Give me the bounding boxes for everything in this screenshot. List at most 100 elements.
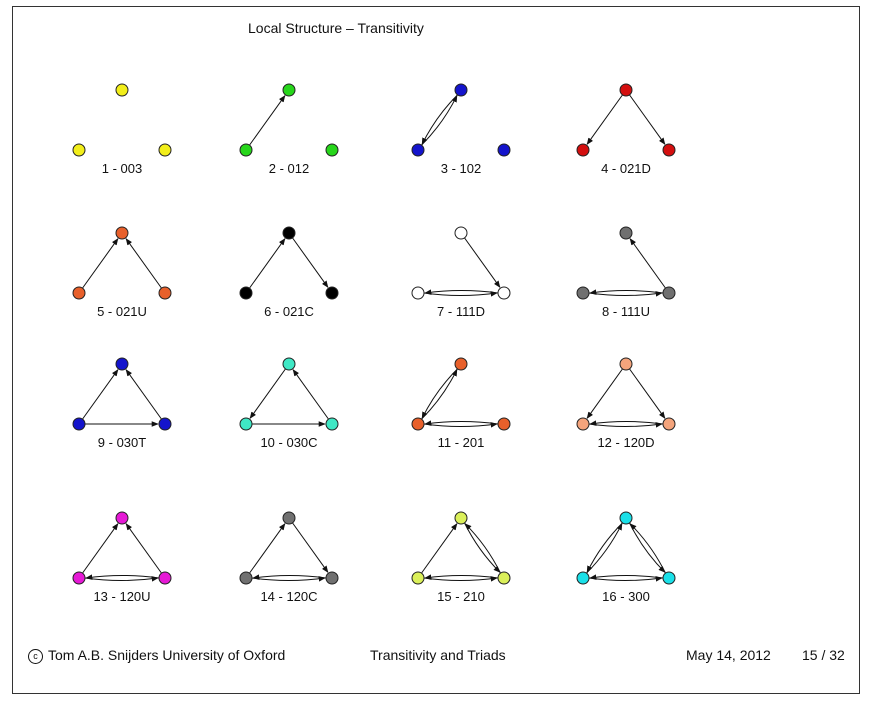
node-left [411,417,425,431]
edge-L-to-R [423,422,498,428]
edge-L-to-R [251,576,326,582]
node-right [662,143,676,157]
node-top [454,226,468,240]
triad-label: 16 - 300 [602,589,650,604]
node-left [576,571,590,585]
triad-7: 7 - 111D [411,226,511,319]
edge-L-to-R [588,422,663,428]
triad-label: 15 - 210 [437,589,485,604]
node-top [454,511,468,525]
node-top [115,357,129,371]
edge-L-to-R [423,291,498,297]
triad-11: 11 - 201 [411,357,511,450]
node-top [282,357,296,371]
node-top [619,226,633,240]
edge-R-to-T [292,369,329,420]
edge-L-to-R [588,291,663,297]
node-top [619,511,633,525]
node-top [282,83,296,97]
edge-T-to-R [629,368,666,419]
node-right [662,571,676,585]
footer-author-text: Tom A.B. Snijders University of Oxford [48,647,286,663]
node-left [411,286,425,300]
node-top [619,83,633,97]
node-right [325,143,339,157]
node-left [72,417,86,431]
edge-R-to-T [629,523,666,574]
node-left [239,571,253,585]
node-left [411,571,425,585]
edge-L-to-T [249,523,286,574]
triad-1: 1 - 003 [72,83,172,176]
node-left [239,143,253,157]
edge-L-to-R [84,576,159,582]
edge-L-to-R [588,576,663,582]
edge-T-to-R [629,522,666,573]
edge-L-to-T [586,523,623,574]
node-left [576,417,590,431]
triad-label: 13 - 120U [93,589,150,604]
node-top [454,357,468,371]
node-top [454,83,468,97]
triad-5: 5 - 021U [72,226,172,319]
edge-R-to-T [125,523,162,574]
node-right [497,417,511,431]
edge-T-to-R [629,94,666,145]
edge-L-to-T [82,369,119,420]
triad-16: 16 - 300 [576,511,676,604]
triad-label: 14 - 120C [260,589,317,604]
edge-T-to-L [586,522,623,573]
triad-14: 14 - 120C [239,511,339,604]
node-left [239,417,253,431]
triad-4: 4 - 021D [576,83,676,176]
node-right [662,417,676,431]
node-top [115,226,129,240]
node-right [662,286,676,300]
triad-8: 8 - 111U [576,226,676,319]
node-top [619,357,633,371]
node-top [115,83,129,97]
triad-label: 9 - 030T [98,435,146,450]
triad-label: 8 - 111U [602,304,650,319]
edge-R-to-T [125,238,162,289]
triad-3: 3 - 102 [411,83,511,176]
triad-9: 9 - 030T [72,357,172,450]
edge-L-to-R [423,576,498,582]
node-right [158,571,172,585]
triad-12: 12 - 120D [576,357,676,450]
triad-13: 13 - 120U [72,511,172,604]
edge-T-to-L [249,368,286,419]
triad-label: 7 - 111D [437,304,485,319]
footer-date: May 14, 2012 [686,647,771,663]
edge-T-to-R [292,522,329,573]
edge-T-to-R [464,522,501,573]
node-right [158,417,172,431]
edge-L-to-T [421,523,458,574]
footer-author: c Tom A.B. Snijders University of Oxford [28,647,285,664]
edge-R-to-L [424,289,499,295]
edge-L-to-T [249,95,286,146]
node-top [282,511,296,525]
triad-label: 6 - 021C [264,304,314,319]
edge-R-to-T [629,238,666,289]
triad-label: 4 - 021D [601,161,651,176]
node-right [325,286,339,300]
footer-page-number: 15 / 32 [802,647,845,663]
edge-R-to-L [85,574,160,580]
edge-T-to-L [421,94,458,145]
node-right [497,571,511,585]
edge-R-to-L [589,289,664,295]
edge-T-to-L [586,94,623,145]
slide-frame [12,6,860,694]
edge-R-to-L [424,574,499,580]
edge-R-to-L [252,574,327,580]
footer-topic: Transitivity and Triads [370,647,506,663]
edge-L-to-T [421,95,458,146]
slide-title: Local Structure – Transitivity [248,20,424,36]
node-right [497,286,511,300]
node-left [72,286,86,300]
node-left [576,286,590,300]
edge-L-to-T [249,238,286,289]
triad-15: 15 - 210 [411,511,511,604]
triad-label: 12 - 120D [597,435,654,450]
